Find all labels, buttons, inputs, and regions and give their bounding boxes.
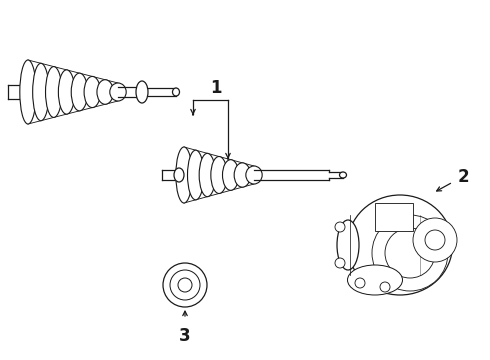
Ellipse shape bbox=[172, 88, 179, 96]
Ellipse shape bbox=[71, 73, 88, 111]
Ellipse shape bbox=[176, 147, 192, 203]
Circle shape bbox=[163, 263, 207, 307]
Ellipse shape bbox=[110, 83, 126, 101]
Ellipse shape bbox=[246, 166, 262, 184]
Circle shape bbox=[170, 270, 200, 300]
Ellipse shape bbox=[33, 63, 49, 121]
Circle shape bbox=[178, 278, 192, 292]
Ellipse shape bbox=[97, 80, 113, 104]
Ellipse shape bbox=[347, 265, 402, 295]
Circle shape bbox=[385, 228, 435, 278]
Ellipse shape bbox=[20, 60, 36, 124]
Bar bbox=[375, 203, 413, 231]
Circle shape bbox=[355, 278, 365, 288]
Ellipse shape bbox=[211, 157, 227, 194]
Ellipse shape bbox=[222, 160, 239, 190]
Text: 2: 2 bbox=[458, 168, 469, 186]
Ellipse shape bbox=[174, 168, 184, 182]
Circle shape bbox=[372, 215, 448, 291]
Ellipse shape bbox=[340, 172, 346, 178]
Circle shape bbox=[335, 258, 345, 268]
Ellipse shape bbox=[337, 220, 359, 270]
Circle shape bbox=[335, 222, 345, 232]
Circle shape bbox=[413, 218, 457, 262]
Ellipse shape bbox=[234, 163, 250, 187]
Circle shape bbox=[380, 282, 390, 292]
Ellipse shape bbox=[58, 70, 75, 114]
Text: 1: 1 bbox=[210, 79, 221, 97]
Circle shape bbox=[425, 230, 445, 250]
Ellipse shape bbox=[199, 153, 216, 197]
Ellipse shape bbox=[46, 67, 62, 117]
Text: 3: 3 bbox=[179, 327, 191, 345]
Ellipse shape bbox=[188, 150, 204, 200]
Ellipse shape bbox=[347, 195, 452, 295]
Ellipse shape bbox=[84, 76, 100, 108]
Ellipse shape bbox=[136, 81, 148, 103]
